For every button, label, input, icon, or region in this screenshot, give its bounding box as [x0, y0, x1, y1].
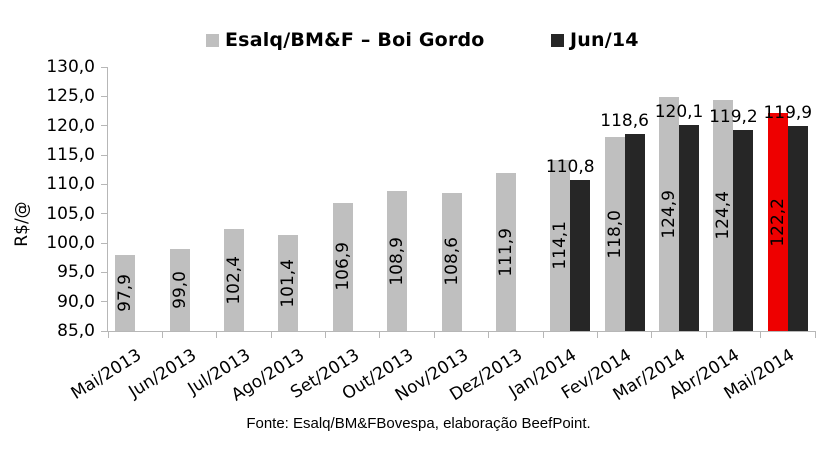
bar-value-label: 111,9 — [495, 227, 516, 277]
legend-item-esalq: Esalq/BM&F – Boi Gordo — [206, 29, 485, 51]
bar-esalq: 118,0 — [604, 137, 625, 331]
bar-esalq: 124,9 — [659, 96, 680, 331]
bar-esalq: 111,9 — [495, 173, 516, 331]
y-tick — [101, 154, 108, 156]
y-tick — [101, 271, 108, 273]
bar-esalq-highlight: 122,2 — [767, 112, 788, 331]
y-tick-label: 130,0 — [46, 57, 95, 77]
x-tick — [325, 331, 327, 338]
bar-value-label: 102,4 — [223, 255, 244, 305]
bar-value-label: 124,4 — [713, 191, 734, 240]
bar-jun14 — [733, 130, 754, 331]
bar-esalq: 108,9 — [387, 190, 408, 331]
bar-value-label: 97,9 — [115, 274, 136, 313]
bar-jun14 — [679, 125, 700, 331]
y-tick-label: 100,0 — [46, 233, 95, 253]
bar-value-label: 124,9 — [659, 189, 680, 239]
bar-jun14 — [787, 126, 808, 331]
x-tick — [216, 331, 218, 338]
legend-label-esalq: Esalq/BM&F – Boi Gordo — [225, 29, 485, 51]
bar-esalq: 114,1 — [550, 160, 571, 331]
bar-value-label: 122,2 — [767, 197, 788, 247]
x-tick — [705, 331, 707, 338]
legend-swatch-jun14-icon — [551, 33, 564, 47]
x-tick — [161, 331, 163, 338]
y-tick — [101, 213, 108, 215]
bar-value-label: 114,1 — [550, 221, 571, 270]
y-tick — [101, 330, 108, 332]
bar-esalq: 97,9 — [115, 255, 136, 331]
bar-value-label: 101,4 — [278, 258, 299, 308]
y-tick — [101, 95, 108, 97]
bar-jun14 — [570, 179, 591, 331]
y-tick-label: 95,0 — [57, 262, 95, 283]
x-tick — [760, 331, 762, 338]
bar-top-value-label: 118,6 — [600, 110, 649, 131]
bar-top-value-label: 110,8 — [545, 156, 595, 177]
bar-esalq: 108,6 — [441, 192, 462, 331]
bar-esalq: 124,4 — [713, 99, 734, 331]
x-tick — [270, 331, 272, 338]
y-axis-line — [107, 67, 108, 331]
legend-item-jun14: Jun/14 — [551, 29, 639, 51]
bar-top-value-label: 119,2 — [709, 107, 758, 128]
y-tick-label: 110,0 — [46, 174, 95, 195]
y-tick — [101, 242, 108, 244]
x-tick — [433, 331, 435, 338]
x-tick — [596, 331, 598, 338]
bar-value-label: 106,9 — [332, 242, 353, 292]
y-tick-label: 120,0 — [46, 115, 95, 136]
x-tick — [488, 331, 490, 338]
y-tick-label: 115,0 — [46, 145, 95, 165]
bar-esalq: 101,4 — [278, 234, 299, 331]
x-tick — [651, 331, 653, 338]
bar-value-label: 108,6 — [441, 237, 462, 287]
bar-esalq: 99,0 — [169, 248, 190, 331]
bar-top-value-label: 120,1 — [654, 102, 704, 123]
legend-label-jun14: Jun/14 — [570, 29, 639, 51]
y-tick — [101, 66, 108, 68]
y-tick-label: 105,0 — [46, 203, 95, 224]
bar-esalq: 106,9 — [332, 202, 353, 331]
y-tick-label: 85,0 — [57, 321, 95, 341]
legend-swatch-esalq-icon — [206, 33, 219, 47]
bar-value-label: 118,0 — [604, 209, 625, 259]
bar-value-label: 108,9 — [387, 236, 408, 286]
bar-jun14 — [624, 133, 645, 331]
x-tick — [814, 331, 816, 338]
source-note: Fonte: Esalq/BM&FBovespa, elaboração Bee… — [246, 415, 591, 432]
x-tick — [379, 331, 381, 338]
y-tick — [101, 125, 108, 127]
x-axis-line — [107, 331, 815, 332]
bar-esalq: 102,4 — [223, 228, 244, 331]
y-tick-label: 125,0 — [46, 86, 95, 107]
y-tick-label: 90,0 — [57, 291, 95, 312]
y-tick — [101, 183, 108, 185]
y-tick — [101, 301, 108, 303]
x-tick — [107, 331, 109, 338]
bar-value-label: 99,0 — [169, 270, 190, 309]
x-tick — [542, 331, 544, 338]
bar-top-value-label: 119,9 — [763, 103, 813, 124]
